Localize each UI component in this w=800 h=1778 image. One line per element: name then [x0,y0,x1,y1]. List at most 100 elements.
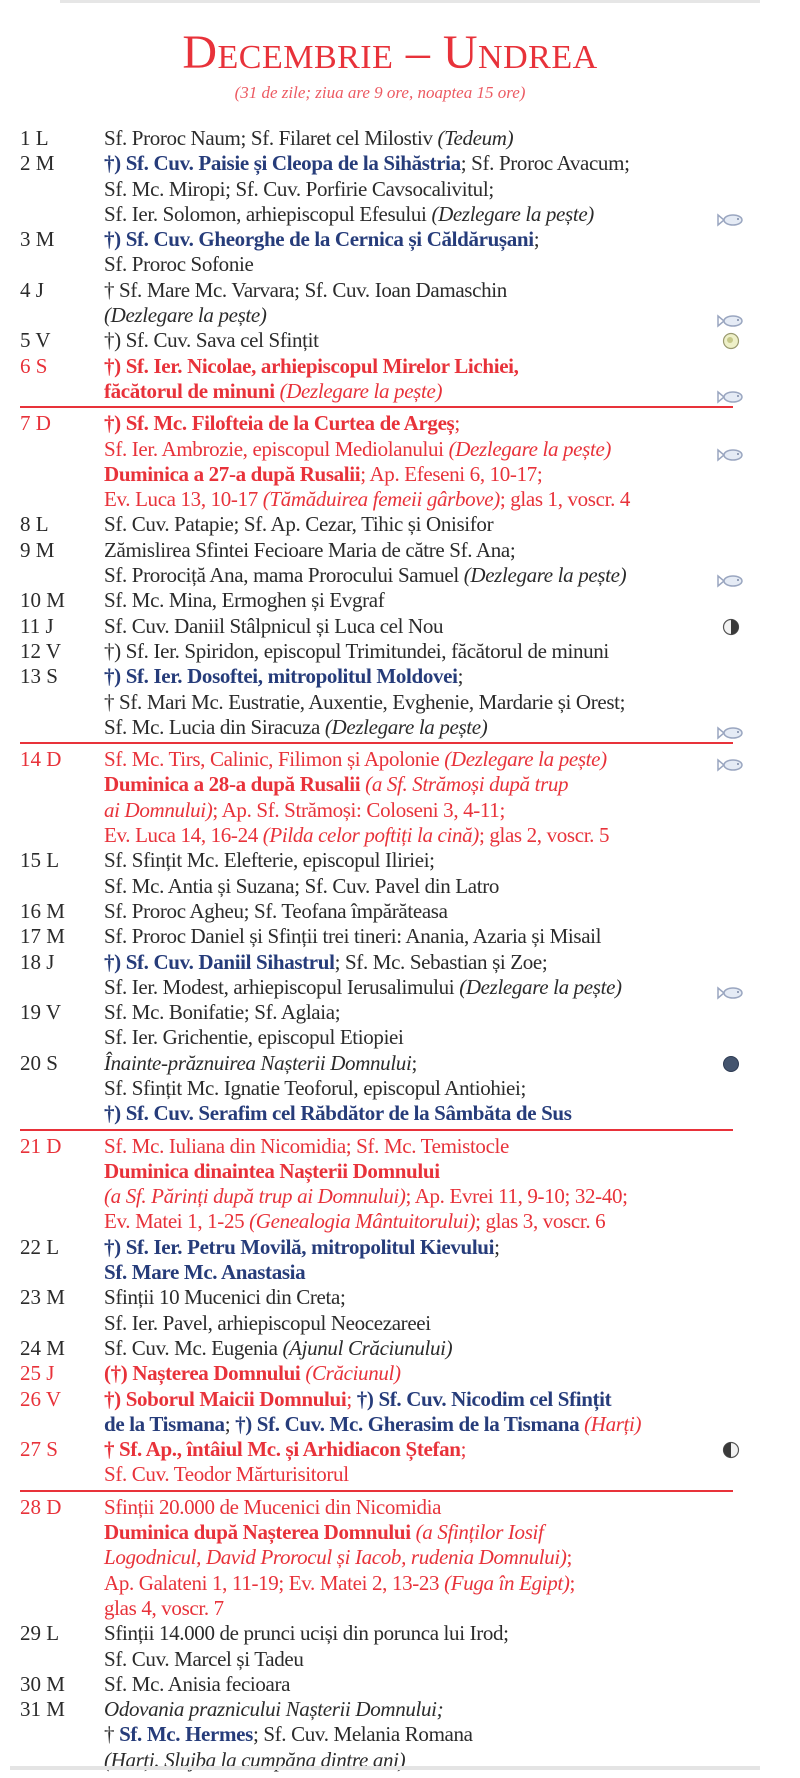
text-italic: (Dezlegare la pește) [459,974,622,999]
text-regular: Sf. Proroc Naum; Sf. Filaret cel Milosti… [104,126,438,150]
text-red-italic: (Dezlegare la pește) [448,436,612,461]
text-red-italic: (a Sf. Părinți după trup ai Domnului) [104,1184,406,1209]
text-red: glas 4, voscr. 7 [104,1595,224,1620]
text-regular: ; Sf. Mc. Sebastian și Zoe; [334,949,548,974]
text-red-italic: Logodnicul, David Prorocul și Iacob, rud… [104,1545,567,1570]
calendar-entry: 26 V †) Soborul Maicii Domnului; †) Sf. C… [0,1387,800,1438]
entry-line: Zămislirea Sfintei Fecioare Maria de căt… [104,538,800,563]
day-label: 27 S [20,1437,58,1462]
text-regular: Sf. Proroc Sofonie [104,252,254,277]
day-label: 17 M [20,924,65,949]
full-moon-icon [722,331,740,350]
page-title: Decembrie – Undrea [182,26,598,79]
text-red: ; Ap. Evrei 11, 9-10; 32-40; [405,1184,628,1209]
day-label: 2 M [20,151,55,176]
entry-line: Sf. Cuv. Daniil Stâlpnicul și Luca cel N… [104,614,800,639]
text-italic: (Tedeum) [437,126,514,150]
feast-bold-red: Duminica a 27-a după Rusalii [104,461,361,486]
entry-line: Ev. Luca 14, 16-24 (Pilda celor poftiți … [104,823,800,848]
day-label: 12 V [20,638,62,663]
text-regular: Sf. Ier. Pavel, arhiepiscopul Neocezaree… [104,1310,431,1335]
text-red: Sfinții 20.000 de Mucenici din Nicomidia [104,1494,442,1519]
entry-line: Sf. Mc. Miropi; Sf. Cuv. Porfirie Cavsoc… [104,177,800,202]
entry-line: (Dezlegare la pește) [104,303,800,328]
entry-line: Sf. Cuv. Teodor Mărturisitorul [104,1462,800,1487]
text-red: ; [346,1386,357,1411]
text-regular: Sf. Mc. Mina, Ermoghen și Evgraf [104,588,385,613]
text-red: ; [460,1437,467,1462]
text-red: ; glas 3, voscr. 6 [475,1209,606,1234]
entry-line: Duminica după Nașterea Domnului (a Sfinț… [104,1520,800,1545]
day-label: 18 J [20,949,55,974]
feast-bold-blue: †) Sf. Ier. Petru Movilă, mitropolitul K… [104,1234,495,1259]
text-red: ; [566,1545,573,1570]
entry-line: Sfinții 10 Mucenici din Creta; [104,1285,800,1310]
entry-line: †) Sf. Cuv. Daniil Sihastrul; Sf. Mc. Se… [104,950,800,975]
entry-line: † Sf. Mc. Hermes; Sf. Cuv. Melania Roman… [104,1722,800,1747]
top-edge-divider [60,0,760,3]
text-regular: Sf. Cuv. Patapie; Sf. Ap. Cezar, Tihic ș… [104,512,494,537]
feast-bold-blue: †) Sf. Cuv. Mc. Gherasim de la Tismana [235,1411,585,1436]
entry-line: Ap. Galateni 1, 11-19; Ev. Matei 2, 13-2… [104,1571,800,1596]
fish-icon [716,385,744,404]
day-label: 20 S [20,1050,58,1075]
entry-line: Sf. Mc. Lucia din Siracuza (Dezlegare la… [104,715,800,740]
day-label: 30 M [20,1671,65,1696]
day-label: 7 D [20,411,51,436]
entry-line: Sf. Ier. Pavel, arhiepiscopul Neocezaree… [104,1311,800,1336]
text-regular: Zămislirea Sfintei Fecioare Maria de căt… [104,537,516,562]
entry-line: †) Sf. Cuv. Sava cel Sfințit [104,328,800,353]
day-label: 28 D [20,1494,62,1519]
entry-line: Sf. Ier. Modest, arhiepiscopul Ierusalim… [104,975,800,1000]
day-label: 1 L [20,126,49,150]
feast-bold-blue: Sf. Mc. Hermes [119,1722,253,1747]
entry-line: Înainte-prăznuirea Nașterii Domnului; [104,1051,800,1076]
text-red: ; Ap. Efeseni 6, 10-17; [360,461,543,486]
calendar-entry: 2 M †) Sf. Cuv. Paisie și Cleopa de la Si… [0,151,800,227]
text-red: Ev. Luca 13, 10-17 [104,487,263,512]
text-red: ; [569,1570,576,1595]
calendar-entry: 16 M Sf. Proroc Agheu; Sf. Teofana împără… [0,899,800,924]
text-italic: (Dezlegare la pește) [324,714,488,739]
day-label: 5 V [20,328,51,353]
text-regular: Sf. Ier. Modest, arhiepiscopul Ierusalim… [104,974,460,999]
day-label: 16 M [20,898,65,923]
entry-line: făcătorul de minuni (Dezlegare la pește) [104,379,800,404]
text-regular: ; Sf. Proroc Avacum; [460,151,630,176]
feast-bold-red: (†) Nașterea Domnului [104,1361,306,1386]
text-regular: Sf. Mc. Anisia fecioara [104,1671,291,1696]
entry-line: Sf. Mc. Bonifatie; Sf. Aglaia; [104,1000,800,1025]
text-italic: (Dezlegare la pește) [463,563,627,588]
entry-line: Sf. Prorociță Ana, mama Prorocului Samue… [104,563,800,588]
day-label: 26 V [20,1386,62,1411]
text-red-italic: (Harți) [584,1411,642,1436]
entry-line: †) Sf. Ier. Petru Movilă, mitropolitul K… [104,1235,800,1260]
entry-line: Sf. Ier. Solomon, arhiepiscopul Efesului… [104,202,800,227]
text-red: ; [454,411,460,436]
text-regular: ; Sf. Cuv. Melania Romana [252,1722,473,1747]
calendar-entry: 25 J (†) Nașterea Domnului (Crăciunul) [0,1361,800,1386]
entry-line: de la Tismana; †) Sf. Cuv. Mc. Gherasim … [104,1412,800,1437]
text-red: ; Ap. Sf. Strămoși: Coloseni 3, 4-11; [212,797,505,822]
day-label: 25 J [20,1361,55,1386]
calendar-entry: 13 S †) Sf. Ier. Dosoftei, mitropolitul M… [0,664,800,740]
text-regular: Sf. Ier. Solomon, arhiepiscopul Efesului [104,201,432,226]
calendar-entry-sunday: 21 D Sf. Mc. Iuliana din Nicomidia; Sf. M… [0,1128,800,1235]
calendar-entry: 17 M Sf. Proroc Daniel și Sfinții trei ti… [0,924,800,949]
text-red-italic: (Genealogia Mântuitorului) [249,1209,476,1234]
text-regular: ; [533,227,540,252]
entry-line: Duminica a 28-a după Rusalii (a Sf. Stră… [104,772,800,797]
fish-icon [716,753,744,772]
feast-bold-blue: †) Sf. Cuv. Gheorghe de la Cernica și Că… [104,227,534,252]
text-regular: † [104,1722,120,1747]
text-regular: †) Sf. Ier. Spiridon, episcopul Trimitun… [104,638,609,663]
day-label: 4 J [20,277,44,302]
text-italic: (Dezlegare la pește) [431,201,594,226]
text-regular: Sf. Prorociță Ana, mama Prorocului Samue… [104,563,464,588]
entry-line: Sf. Mc. Antia și Suzana; Sf. Cuv. Pavel … [104,874,800,899]
text-red-italic: (Crăciunul) [305,1361,401,1386]
text-regular: Sf. Sfințit Mc. Elefterie, episcopul Ili… [104,848,435,873]
day-label: 14 D [20,747,62,772]
entry-line: Sfinții 20.000 de Mucenici din Nicomidia [104,1495,800,1520]
fish-icon [716,721,744,740]
